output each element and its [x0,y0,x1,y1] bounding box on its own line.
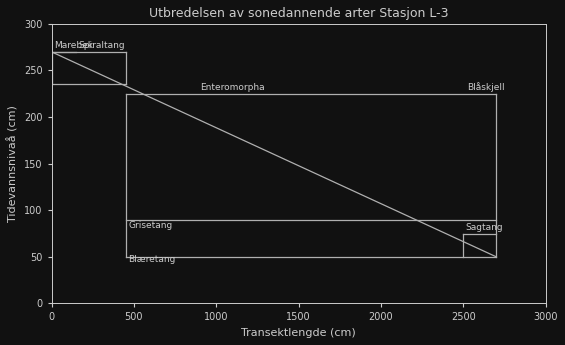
X-axis label: Transektlengde (cm): Transektlengde (cm) [241,328,356,338]
Text: Spiraltang: Spiraltang [79,41,125,50]
Text: Blæretang: Blæretang [128,255,176,264]
Text: Sagtang: Sagtang [465,223,503,232]
Text: Blåskjell: Blåskjell [467,82,505,92]
Y-axis label: Tidevannsnivaå (cm): Tidevannsnivaå (cm) [7,105,18,222]
Text: Enteromorpha: Enteromorpha [200,83,264,92]
Title: Utbredelsen av sonedannende arter Stasjon L-3: Utbredelsen av sonedannende arter Stasjo… [149,7,449,20]
Text: Grisetang: Grisetang [128,221,172,230]
Text: Marebek: Marebek [54,41,93,50]
